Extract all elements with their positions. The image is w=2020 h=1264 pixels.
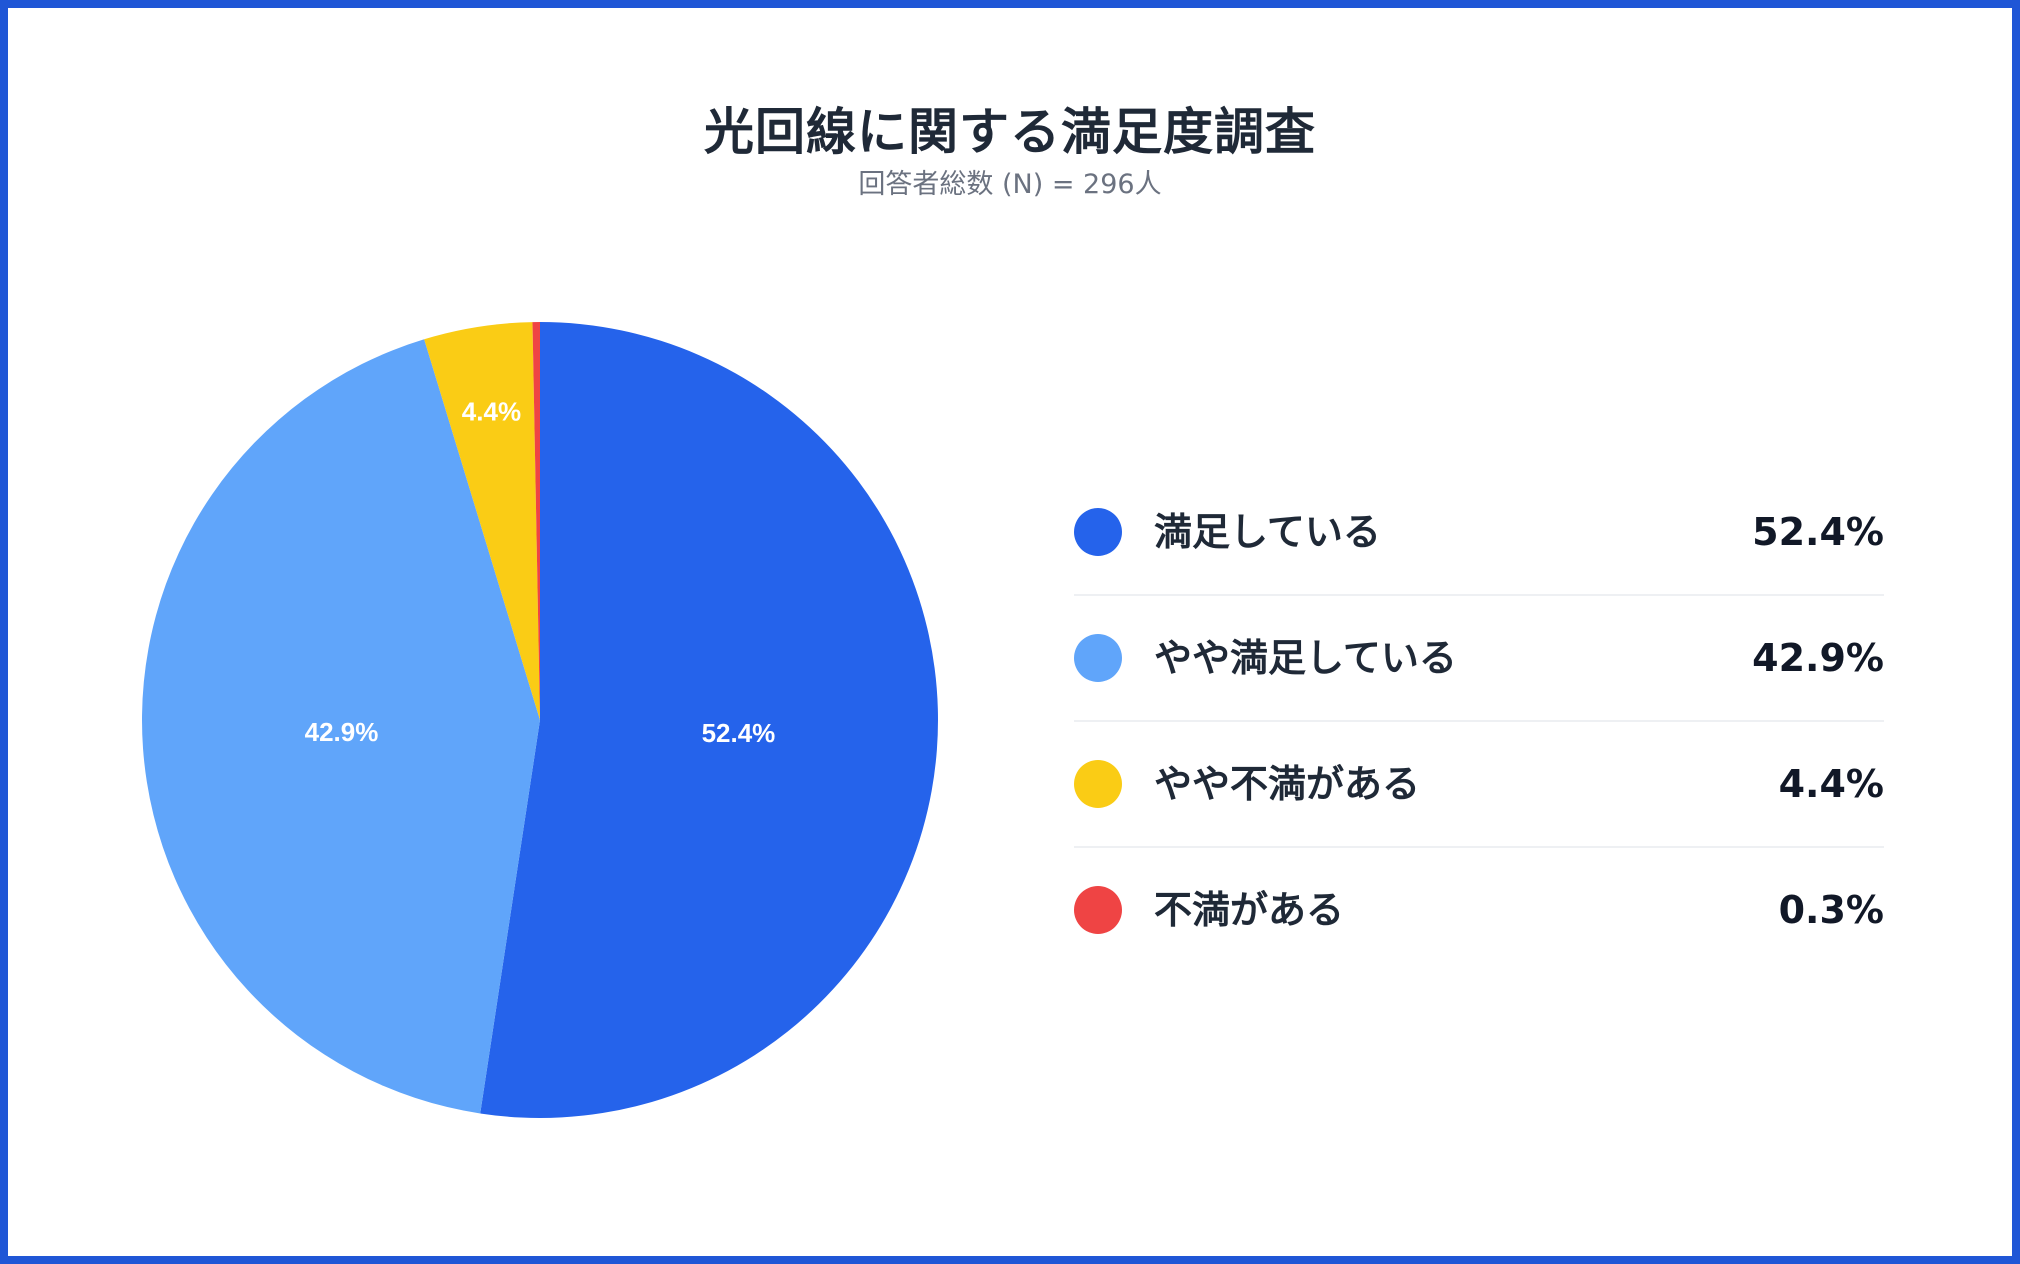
legend-value: 52.4%	[1752, 510, 1884, 554]
legend-color-dot	[1074, 760, 1122, 808]
chart-subtitle: 回答者総数 (N) = 296人	[858, 169, 1162, 200]
slice-data-label: 52.4%	[702, 718, 776, 748]
legend-label: やや不満がある	[1154, 762, 1421, 806]
legend-item: やや不満がある 4.4%	[1074, 722, 1884, 848]
legend-value: 42.9%	[1752, 636, 1884, 680]
legend-item: 満足している 52.4%	[1074, 470, 1884, 596]
chart-title: 光回線に関する満足度調査	[704, 103, 1316, 161]
legend-value: 4.4%	[1778, 762, 1884, 806]
slice-data-label: 42.9%	[305, 717, 379, 747]
slice-satisfied	[480, 322, 938, 1118]
legend-color-dot	[1074, 508, 1122, 556]
legend-color-dot	[1074, 634, 1122, 682]
legend-label: 不満がある	[1154, 888, 1345, 932]
legend-item: やや満足している 42.9%	[1074, 596, 1884, 722]
chart-legend: 満足している 52.4% やや満足している 42.9% やや不満がある 4.4% 不満がある…	[1074, 470, 1884, 974]
legend-label: やや満足している	[1154, 636, 1457, 680]
legend-label: 満足している	[1154, 510, 1381, 554]
legend-color-dot	[1074, 886, 1122, 934]
legend-item: 不満がある 0.3%	[1074, 848, 1884, 974]
slice-data-label: 4.4%	[462, 396, 521, 426]
slice-dissatisfied	[532, 322, 540, 720]
legend-value: 0.3%	[1778, 888, 1884, 932]
slice-somewhat-dissatisfied	[424, 322, 540, 720]
slice-somewhat-satisfied	[141, 339, 540, 1114]
